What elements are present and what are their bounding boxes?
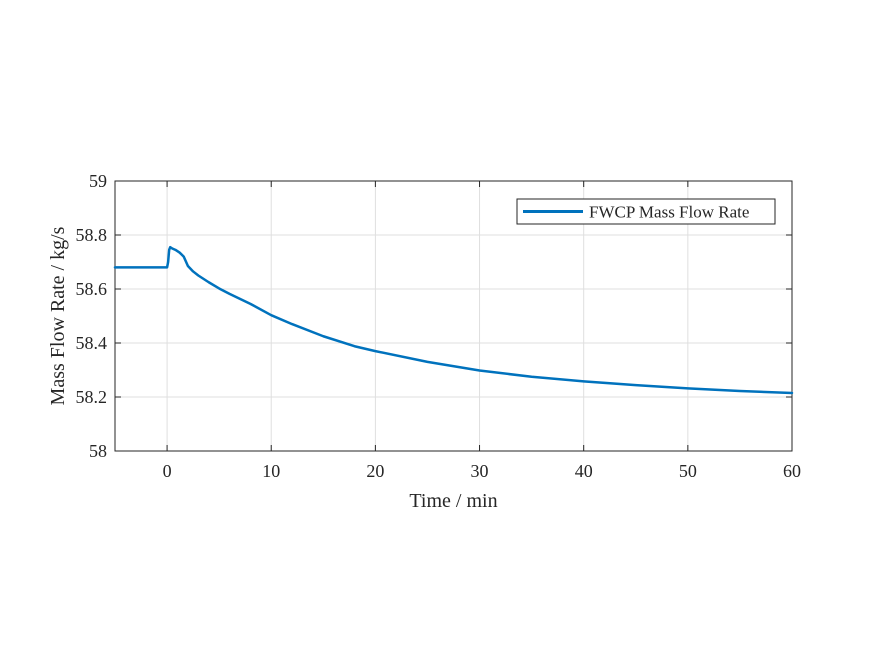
y-tick-label: 58 [89,441,107,461]
y-tick-label: 58.2 [76,387,108,407]
legend: FWCP Mass Flow Rate [516,198,776,225]
x-axis-label: Time / min [409,490,497,512]
x-tick-label: 50 [679,461,697,481]
y-tick-label: 58.8 [76,225,108,245]
plot-area [115,181,792,451]
y-axis-label: Mass Flow Rate / kg/s [47,226,69,405]
x-tick-label: 20 [366,461,384,481]
x-tick-label: 0 [163,461,172,481]
x-tick-label: 30 [471,461,489,481]
x-tick-label: 10 [262,461,280,481]
x-tick-label: 60 [783,461,801,481]
y-tick-label: 59 [89,171,107,191]
x-tick-label: 40 [575,461,593,481]
series-layer [113,245,794,395]
y-tick-label: 58.6 [76,279,108,299]
y-tick-label: 58.4 [76,333,108,353]
tick-labels: 0 10 20 30 40 50 60 58 58.2 58.4 58.6 58.8 59 [76,171,802,481]
axes [114,180,793,452]
series-line [113,245,794,395]
legend-label: FWCP Mass Flow Rate [589,203,749,222]
axes-box [114,180,793,452]
